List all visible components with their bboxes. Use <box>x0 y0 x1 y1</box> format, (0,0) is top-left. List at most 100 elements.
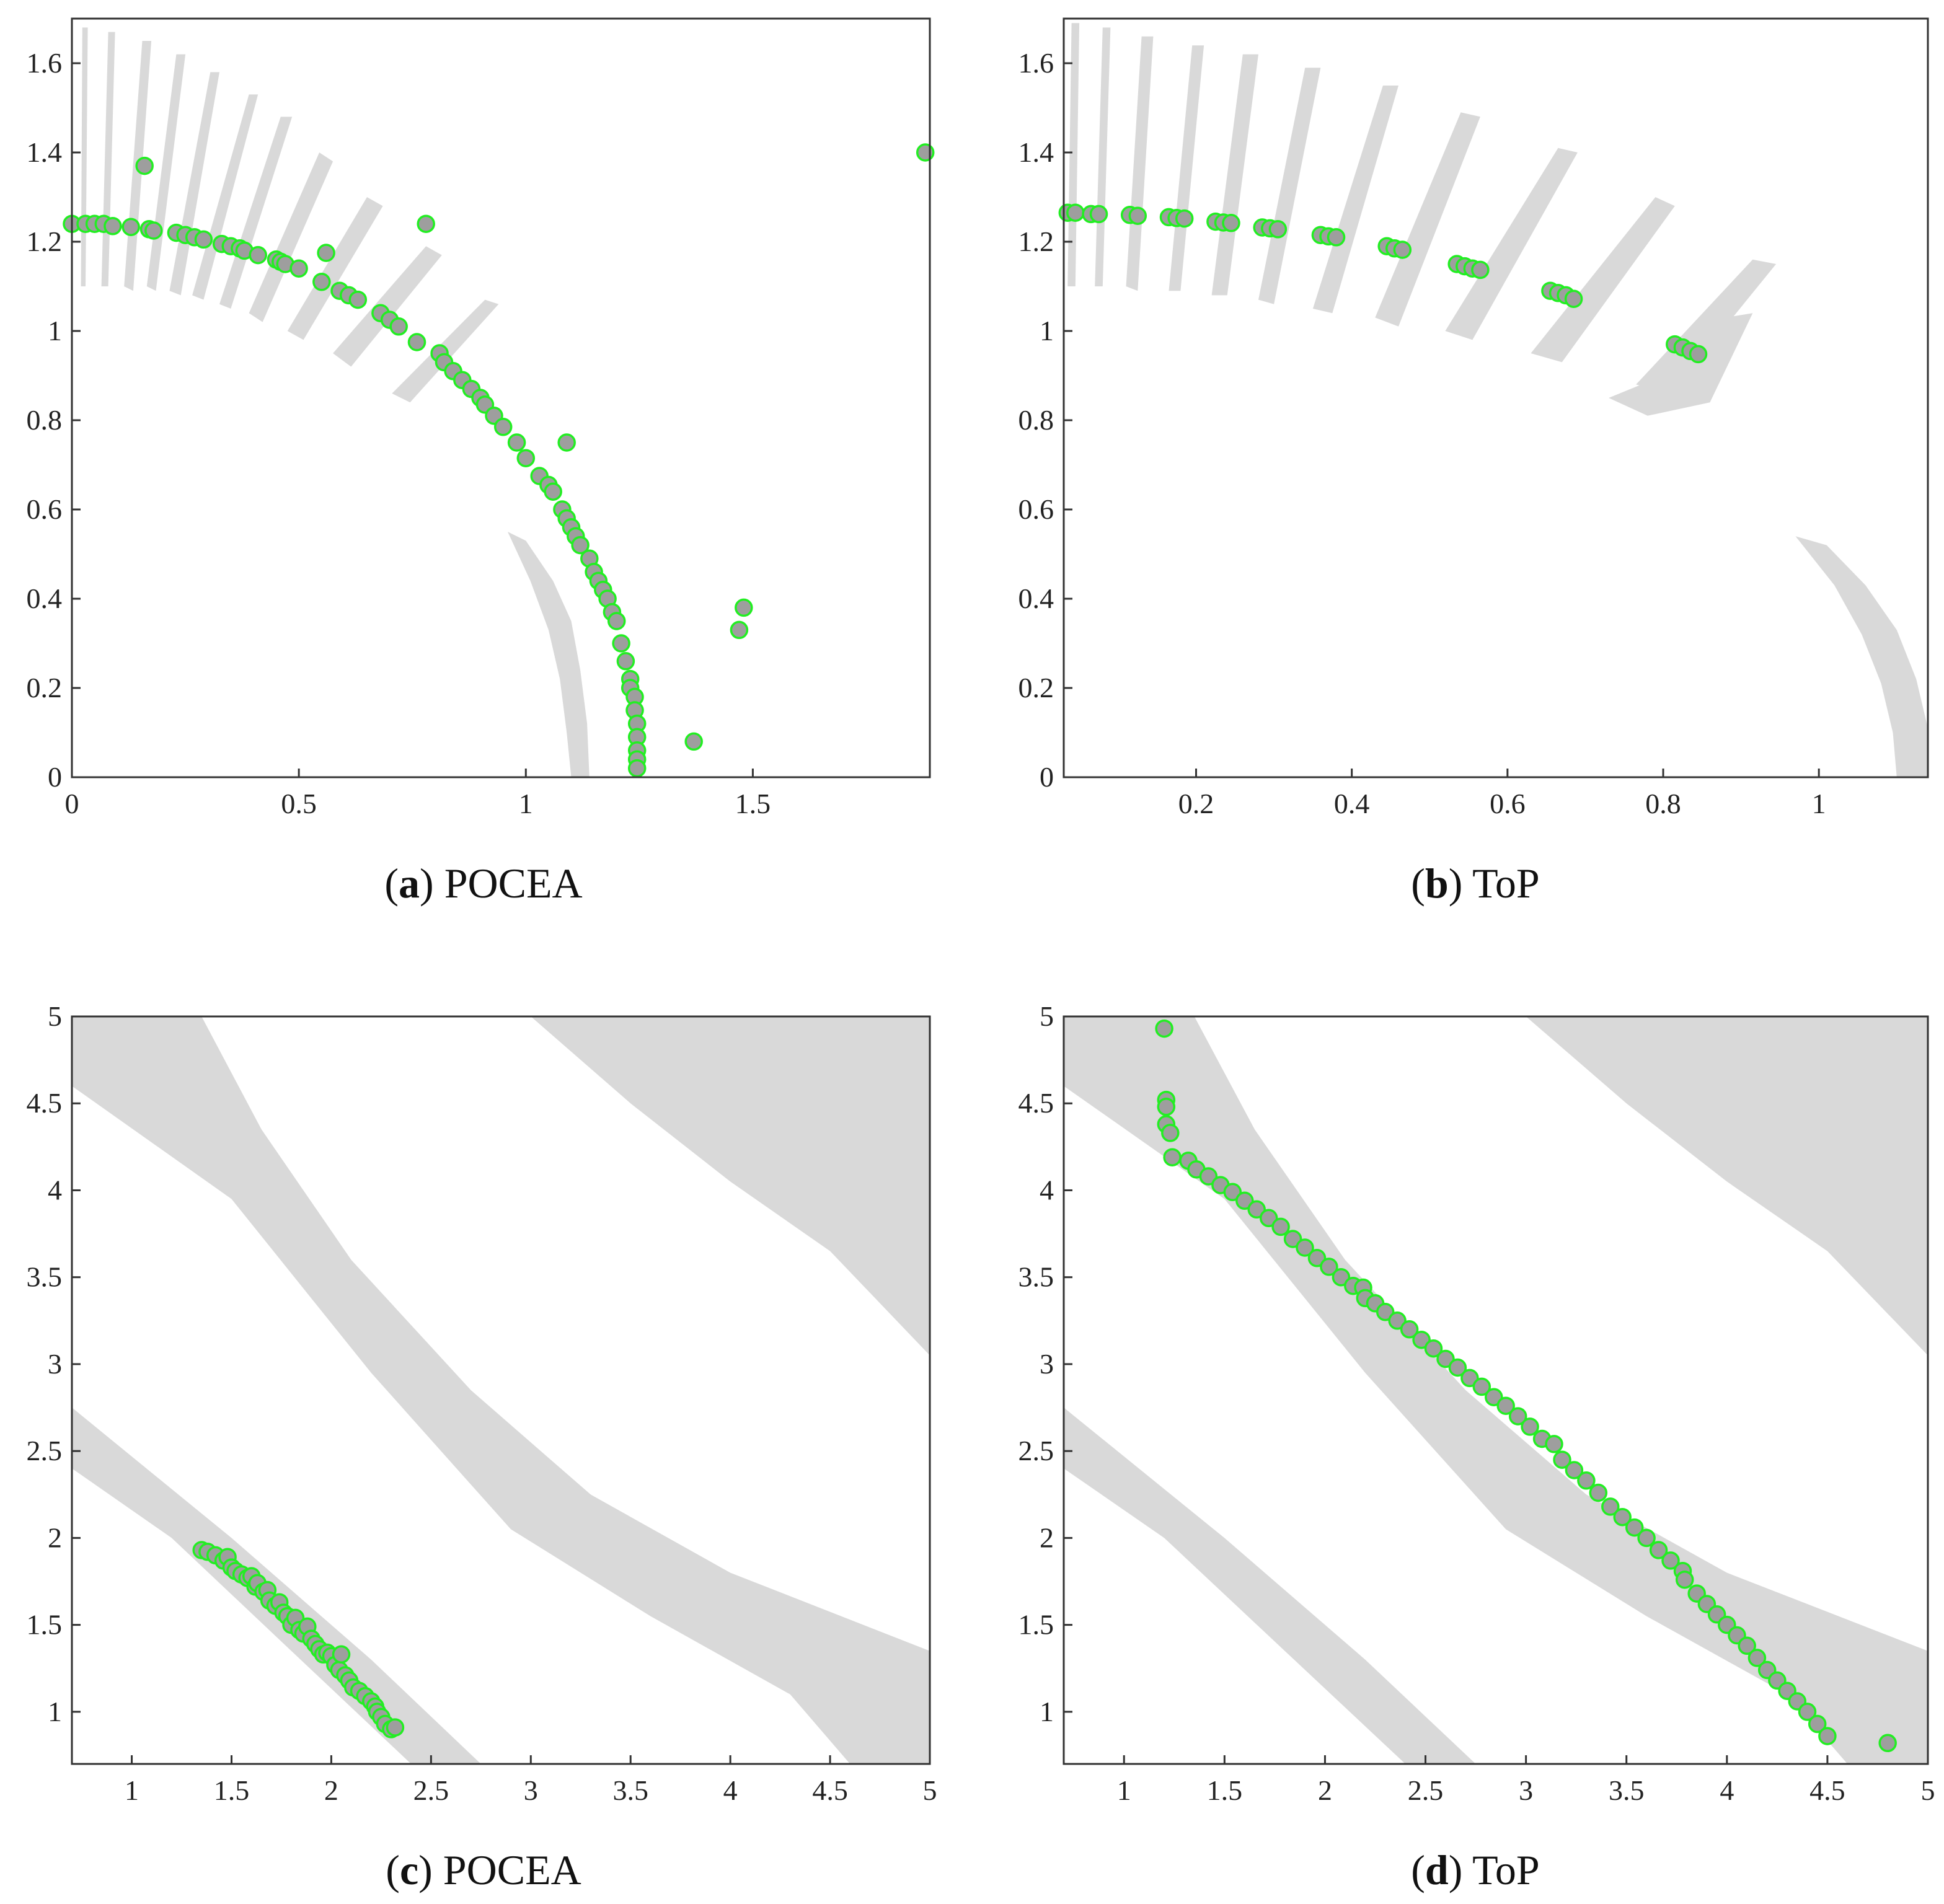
data-point <box>1649 1541 1668 1559</box>
y-tick-label: 2.5 <box>27 1435 63 1466</box>
y-axis-ticks: 1 1.5 2 2.5 3 3.5 4 4.5 5 <box>27 1000 81 1727</box>
data-point <box>1564 289 1583 308</box>
y-tick-label: 0 <box>48 761 62 793</box>
y-tick-label: 1 <box>1040 315 1054 346</box>
data-point <box>735 598 753 617</box>
x-tick-label: 5 <box>1921 1774 1935 1806</box>
y-tick-label: 1.2 <box>1018 226 1054 257</box>
feasible-region <box>1169 45 1204 291</box>
panel-letter: d <box>1425 1846 1449 1893</box>
data-point <box>1460 1368 1479 1388</box>
data-point <box>1223 1183 1242 1202</box>
y-tick-label: 0.2 <box>1018 672 1054 703</box>
data-point <box>1798 1703 1817 1721</box>
y-tick-label: 1.6 <box>1018 47 1054 79</box>
y-tick-label: 4.5 <box>27 1087 63 1119</box>
data-point <box>1818 1727 1837 1745</box>
x-tick-label: 4 <box>723 1774 738 1806</box>
y-tick-label: 0 <box>1040 761 1054 793</box>
plot-frame <box>71 17 931 778</box>
y-tick-label: 3 <box>48 1348 62 1380</box>
x-tick-label: 1 <box>125 1774 139 1806</box>
y-tick-label: 2.5 <box>1018 1435 1054 1466</box>
x-tick-label: 3 <box>1519 1774 1533 1806</box>
data-point <box>317 244 335 262</box>
feasible-region <box>1375 112 1480 327</box>
x-tick-label: 1.5 <box>1207 1774 1243 1806</box>
panel-title: POCEA <box>443 1846 581 1893</box>
x-tick-label: 3.5 <box>1609 1774 1645 1806</box>
x-tick-label: 1 <box>519 788 533 819</box>
feasible-region <box>1636 259 1777 394</box>
feasible-region <box>1795 536 1928 777</box>
data-point <box>1589 1483 1608 1502</box>
y-tick-label: 4 <box>1040 1174 1054 1205</box>
data-point <box>1175 209 1194 228</box>
solution-points <box>1155 1019 1897 1753</box>
y-tick-label: 1 <box>48 1696 62 1727</box>
data-point <box>407 333 426 351</box>
x-tick-label: 0 <box>65 788 79 819</box>
data-point <box>544 482 562 501</box>
feasible-region <box>1064 1408 1476 1764</box>
feasible-region <box>219 117 293 309</box>
x-tick-label: 4 <box>1720 1774 1734 1806</box>
data-point <box>348 290 368 309</box>
data-point <box>1157 1098 1176 1116</box>
panel-d-top: 1 1.5 2 2.5 3 3.5 4 4.5 5 1 1.5 2 2.5 3 3.5 4 4.5 5 (d) … <box>1018 1000 1935 1893</box>
y-tick-label: 1.4 <box>27 136 63 168</box>
x-tick-label: 5 <box>923 1774 937 1806</box>
data-point <box>289 259 308 278</box>
x-tick-label: 1 <box>1812 788 1826 819</box>
y-tick-label: 0.8 <box>27 404 63 436</box>
feasible-region <box>1312 86 1398 314</box>
data-point <box>135 156 154 175</box>
data-point <box>1496 1396 1515 1415</box>
data-point <box>1066 203 1085 222</box>
data-point <box>1485 1388 1503 1406</box>
data-point <box>1268 220 1288 239</box>
feasible-region <box>72 1016 930 1764</box>
y-tick-label: 1.6 <box>27 47 63 79</box>
feasible-region <box>287 197 383 340</box>
data-point <box>1163 1148 1182 1166</box>
panel-letter: b <box>1425 860 1449 907</box>
y-tick-label: 1 <box>1040 1696 1054 1727</box>
data-point <box>1601 1497 1620 1516</box>
panel-title: ToP <box>1472 1846 1540 1893</box>
y-axis-ticks: 1 1.5 2 2.5 3 3.5 4 4.5 5 <box>1018 1000 1072 1727</box>
data-point <box>1577 1471 1596 1490</box>
data-point <box>1199 1167 1218 1186</box>
x-tick-label: 1.5 <box>214 1774 250 1806</box>
x-tick-label: 2.5 <box>1408 1774 1444 1806</box>
panel-caption: (b) ToP <box>1411 860 1540 907</box>
y-tick-label: 5 <box>1040 1000 1054 1032</box>
data-point <box>1521 1417 1539 1436</box>
panel-caption: (c) POCEA <box>386 1846 581 1893</box>
data-point <box>389 317 408 336</box>
feasible-region <box>1064 1016 1928 1764</box>
data-point <box>916 143 935 162</box>
feasible-region <box>531 1016 930 1355</box>
data-point <box>1259 1209 1278 1228</box>
panel-b-top: 0.2 0.4 0.6 0.8 1 0 0.2 0.4 0.6 0.8 1 1.2 1.4 1.6 (b… <box>1018 17 1929 907</box>
panel-caption: (d) ToP <box>1411 1846 1540 1893</box>
data-point <box>1128 206 1147 225</box>
data-point <box>1878 1734 1897 1753</box>
data-point <box>616 652 635 671</box>
data-point <box>1689 345 1708 364</box>
data-point <box>1400 1320 1419 1339</box>
x-axis-ticks: 1 1.5 2 2.5 3 3.5 4 4.5 5 <box>1117 1755 1935 1806</box>
feasible-region <box>192 94 258 300</box>
data-point <box>1161 1124 1180 1142</box>
feasible-region <box>1445 148 1578 340</box>
data-point <box>516 449 536 467</box>
data-point <box>1155 1019 1173 1038</box>
data-point <box>612 634 630 653</box>
x-tick-label: 0.8 <box>1645 788 1681 819</box>
data-point <box>1247 1200 1266 1219</box>
data-point <box>1553 1450 1571 1469</box>
data-point <box>1388 1311 1407 1330</box>
y-tick-label: 0.8 <box>1018 404 1054 436</box>
